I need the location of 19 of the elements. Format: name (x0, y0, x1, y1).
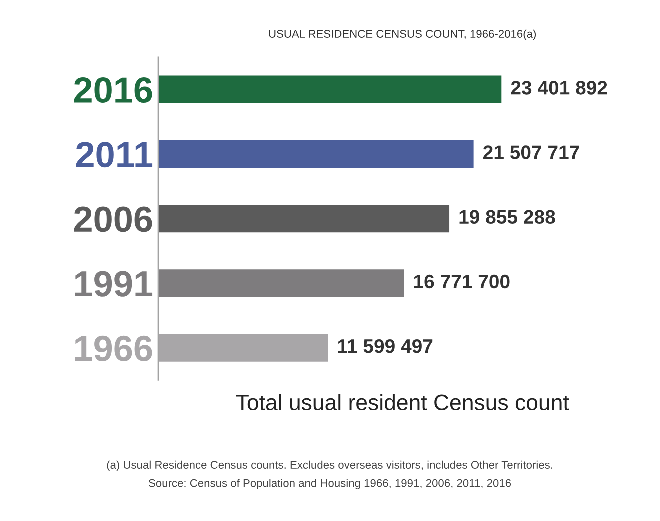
data-label: 16 771 700 (414, 274, 510, 289)
data-label: 23 401 892 (511, 81, 608, 95)
bar (158, 332, 330, 364)
data-label: 21 507 717 (484, 146, 580, 160)
chart-title: USUAL RESIDENCE CENSUS COUNT, 1966-2016(a) (269, 30, 536, 40)
bar (158, 74, 504, 105)
y-tick-label: 2011 (76, 142, 153, 168)
y-tick-label: 2016 (74, 77, 152, 104)
y-tick-label: 2006 (74, 206, 152, 232)
y-tick-label: 1966 (75, 336, 152, 362)
x-axis-title: Total usual resident Census count (236, 394, 570, 411)
source-note: Source: Census of Population and Housing 1966, 1991, 2006, 2011, 2016 (149, 479, 512, 490)
data-label: 19 855 288 (460, 210, 556, 224)
y-tick-label: 1991 (75, 271, 153, 297)
bar (158, 138, 476, 170)
data-label: 11 599 497 (338, 339, 433, 354)
bar (158, 268, 406, 299)
bar (158, 204, 451, 234)
text: (a) Usual Residence Census counts. Excludes overseas visitors, includes Other Territories. (107, 460, 552, 472)
